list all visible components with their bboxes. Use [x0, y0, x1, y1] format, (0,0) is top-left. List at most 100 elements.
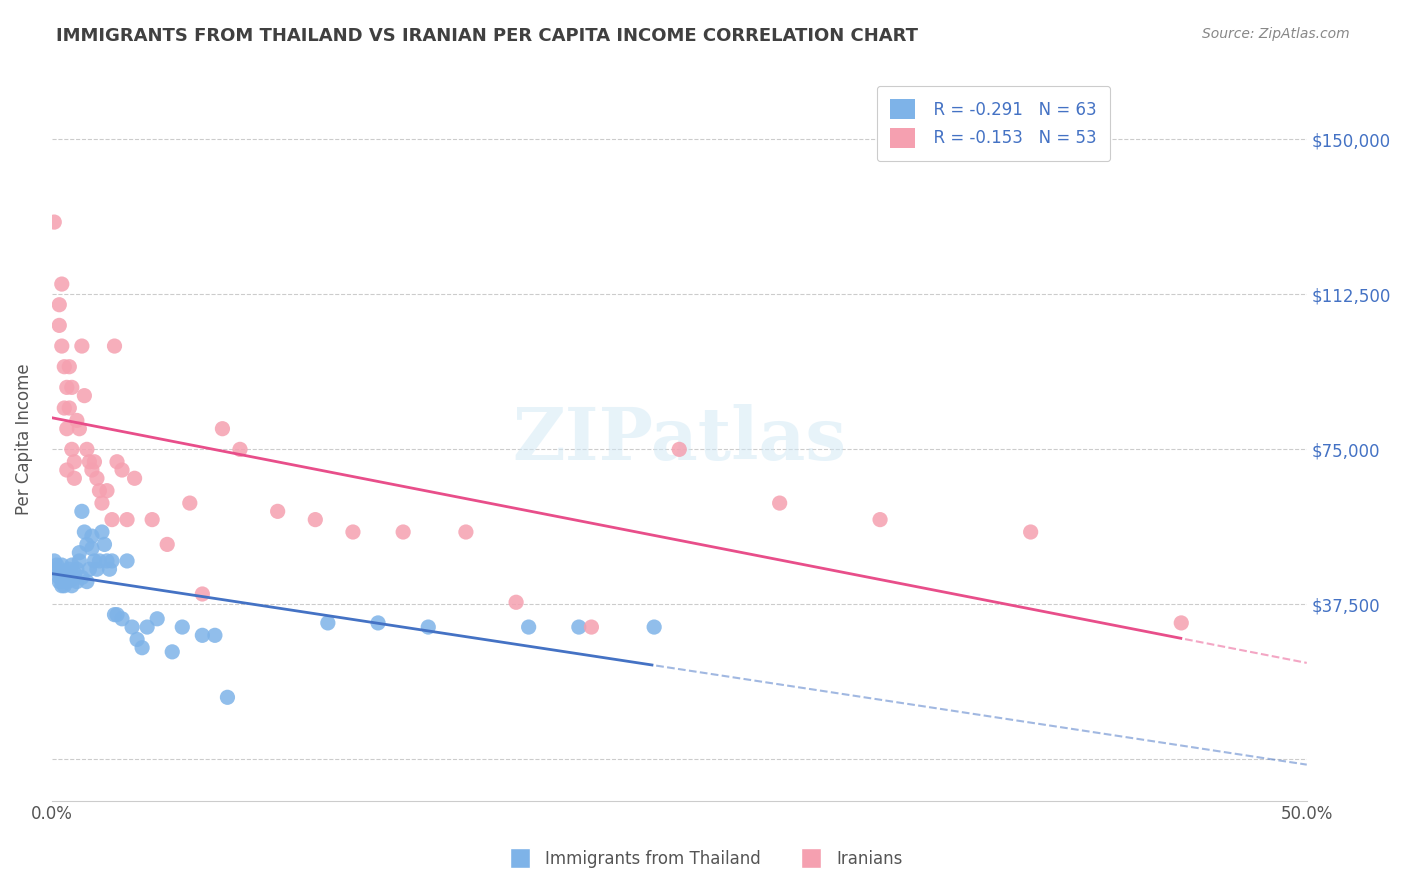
- Point: [48, 566, 70, 581]
- Point: [73, 389, 96, 403]
- Point: [83, 455, 105, 469]
- Point: [191, 587, 214, 601]
- Point: [56, 566, 79, 581]
- Point: [58, 401, 80, 415]
- Point: [66, 562, 89, 576]
- Point: [60, 380, 83, 394]
- Point: [51, 566, 73, 581]
- Legend: Immigrants from Thailand, Iranians: Immigrants from Thailand, Iranians: [496, 844, 910, 875]
- Point: [63, 471, 86, 485]
- Point: [79, 562, 101, 576]
- Point: [517, 620, 540, 634]
- Point: [58, 570, 80, 584]
- Text: IMMIGRANTS FROM THAILAND VS IRANIAN PER CAPITA INCOME CORRELATION CHART: IMMIGRANTS FROM THAILAND VS IRANIAN PER …: [56, 27, 918, 45]
- Point: [70, 570, 93, 584]
- Point: [86, 562, 108, 576]
- Point: [89, 483, 111, 498]
- Point: [76, 537, 98, 551]
- Point: [45, 558, 67, 572]
- Point: [454, 524, 477, 539]
- Point: [89, 554, 111, 568]
- Point: [63, 455, 86, 469]
- Point: [56, 463, 79, 477]
- Point: [160, 645, 183, 659]
- Point: [63, 570, 86, 584]
- Point: [63, 566, 86, 581]
- Point: [172, 620, 194, 634]
- Point: [56, 380, 79, 394]
- Point: [1170, 615, 1192, 630]
- Point: [60, 558, 83, 572]
- Text: ZIPatlas: ZIPatlas: [512, 403, 846, 475]
- Point: [105, 455, 128, 469]
- Point: [1019, 524, 1042, 539]
- Point: [53, 579, 76, 593]
- Point: [70, 339, 93, 353]
- Point: [73, 524, 96, 539]
- Point: [266, 504, 288, 518]
- Point: [48, 574, 70, 589]
- Point: [66, 413, 89, 427]
- Point: [67, 422, 90, 436]
- Point: [124, 471, 146, 485]
- Point: [58, 566, 80, 581]
- Point: [179, 496, 201, 510]
- Point: [121, 620, 143, 634]
- Point: [80, 529, 103, 543]
- Point: [58, 359, 80, 374]
- Point: [91, 496, 114, 510]
- Point: [103, 339, 125, 353]
- Point: [70, 504, 93, 518]
- Point: [51, 579, 73, 593]
- Point: [304, 513, 326, 527]
- Point: [48, 298, 70, 312]
- Point: [146, 612, 169, 626]
- Point: [643, 620, 665, 634]
- Point: [80, 463, 103, 477]
- Legend:   R = -0.291   N = 63,   R = -0.153   N = 53: R = -0.291 N = 63, R = -0.153 N = 53: [876, 86, 1111, 161]
- Point: [769, 496, 792, 510]
- Point: [96, 554, 118, 568]
- Point: [204, 628, 226, 642]
- Point: [156, 537, 179, 551]
- Point: [51, 558, 73, 572]
- Point: [141, 513, 163, 527]
- Point: [93, 537, 115, 551]
- Text: Source: ZipAtlas.com: Source: ZipAtlas.com: [1202, 27, 1350, 41]
- Point: [53, 574, 76, 589]
- Point: [392, 524, 415, 539]
- Point: [83, 554, 105, 568]
- Point: [103, 607, 125, 622]
- Point: [111, 463, 134, 477]
- Point: [86, 471, 108, 485]
- Point: [101, 554, 124, 568]
- Point: [76, 574, 98, 589]
- Point: [53, 570, 76, 584]
- Point: [91, 524, 114, 539]
- Point: [44, 215, 66, 229]
- Point: [367, 615, 389, 630]
- Point: [45, 50, 67, 64]
- Point: [217, 690, 239, 705]
- Point: [66, 574, 89, 589]
- Point: [505, 595, 527, 609]
- Point: [67, 546, 90, 560]
- Point: [56, 574, 79, 589]
- Point: [56, 570, 79, 584]
- Point: [67, 554, 90, 568]
- Point: [60, 573, 83, 587]
- Point: [53, 359, 76, 374]
- Point: [60, 442, 83, 457]
- Point: [56, 422, 79, 436]
- Point: [229, 442, 252, 457]
- Point: [79, 455, 101, 469]
- Point: [668, 442, 690, 457]
- Point: [51, 277, 73, 291]
- Y-axis label: Per Capita Income: Per Capita Income: [15, 363, 32, 515]
- Point: [76, 442, 98, 457]
- Point: [869, 513, 891, 527]
- Point: [111, 612, 134, 626]
- Point: [418, 620, 440, 634]
- Point: [53, 401, 76, 415]
- Point: [581, 620, 603, 634]
